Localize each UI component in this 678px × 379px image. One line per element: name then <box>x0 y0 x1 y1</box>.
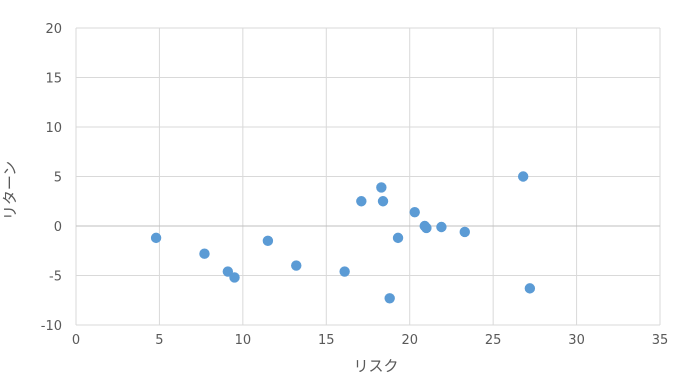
y-axis-title: リターン <box>1 161 19 220</box>
y-tick-label: 0 <box>54 220 62 235</box>
data-point <box>356 196 367 207</box>
data-point <box>436 221 447 233</box>
x-tick-label: 30 <box>568 333 585 348</box>
x-axis-title: リスク <box>353 357 398 375</box>
data-point <box>376 182 387 193</box>
data-point <box>421 222 432 234</box>
x-tick-label: 15 <box>318 333 335 348</box>
data-point <box>339 266 350 277</box>
y-tick-label: -10 <box>41 319 62 334</box>
x-tick-label: 0 <box>72 333 80 348</box>
data-point <box>150 232 162 244</box>
y-tick-label: 20 <box>45 22 62 37</box>
data-point <box>291 260 302 271</box>
gridlines <box>75 27 661 326</box>
x-tick-label: 10 <box>235 333 252 348</box>
data-point <box>384 293 395 304</box>
data-point <box>392 232 404 244</box>
data-point <box>524 283 536 294</box>
data-point <box>199 248 210 259</box>
data-point <box>222 266 234 277</box>
x-tick-label: 25 <box>485 333 502 348</box>
data-point <box>459 226 470 238</box>
x-tick-labels: 0 5 10 15 20 25 30 35 <box>72 333 668 348</box>
y-tick-label: 5 <box>54 171 62 186</box>
data-point <box>377 196 389 207</box>
data-point <box>229 272 240 283</box>
x-tick-label: 20 <box>401 333 418 348</box>
data-point <box>262 235 274 247</box>
y-tick-label: 15 <box>45 72 62 87</box>
data-point <box>409 206 420 218</box>
x-tick-label: 5 <box>155 333 163 348</box>
data-point <box>517 171 529 182</box>
x-tick-label: 35 <box>652 333 669 348</box>
y-tick-label: -5 <box>49 270 62 285</box>
y-tick-label: 10 <box>45 121 62 136</box>
y-tick-labels: -10 -5 0 5 10 15 20 <box>41 22 62 334</box>
data-points <box>150 171 536 304</box>
